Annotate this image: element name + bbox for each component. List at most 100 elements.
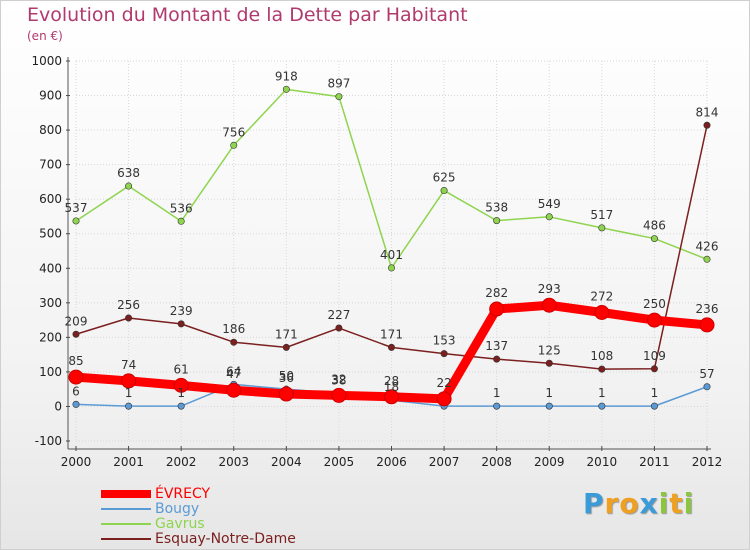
data-label: 64: [226, 364, 241, 378]
x-tick-label: 2012: [692, 455, 723, 469]
data-label: 171: [275, 327, 298, 341]
proxiti-logo: Proxiti: [583, 487, 694, 520]
data-point: [72, 217, 80, 225]
data-point: [545, 359, 553, 367]
data-point: [335, 324, 343, 332]
data-point: [125, 314, 133, 322]
data-point: [436, 391, 452, 407]
data-point: [598, 224, 606, 232]
data-label: 239: [170, 304, 193, 318]
data-label: 537: [65, 201, 88, 215]
logo-letter: t: [669, 487, 684, 520]
data-point: [72, 400, 80, 408]
data-point: [493, 217, 501, 225]
data-label: 1: [598, 386, 606, 400]
x-tick-label: 2007: [429, 455, 460, 469]
data-label: 625: [433, 171, 456, 185]
data-label: 32: [331, 372, 346, 386]
y-tick-label: 200: [39, 330, 62, 344]
logo-letter: x: [639, 487, 659, 520]
data-label: 426: [696, 239, 719, 253]
data-point: [545, 213, 553, 221]
x-tick-label: 2000: [61, 455, 92, 469]
data-label: 18: [384, 380, 399, 394]
data-label: 536: [170, 201, 193, 215]
data-label: 109: [643, 349, 666, 363]
data-label: 272: [590, 289, 613, 303]
x-tick-label: 2003: [218, 455, 249, 469]
data-point: [230, 141, 238, 149]
y-tick-label: 500: [39, 227, 62, 241]
data-point: [650, 402, 658, 410]
data-label: 85: [68, 354, 83, 368]
x-tick-label: 2006: [376, 455, 407, 469]
legend-swatch: [101, 508, 151, 510]
data-point: [282, 343, 290, 351]
data-label: 1: [651, 386, 659, 400]
data-point: [541, 297, 557, 313]
data-point: [545, 402, 553, 410]
data-label: 1: [493, 386, 501, 400]
data-label: 401: [380, 248, 403, 262]
y-tick-label: 0: [54, 399, 62, 413]
data-label: 1: [177, 386, 185, 400]
data-label: 153: [433, 334, 456, 348]
data-label: 47: [226, 367, 241, 381]
x-tick-label: 2001: [113, 455, 144, 469]
data-label: 38: [331, 373, 346, 387]
y-tick-label: 100: [39, 365, 62, 379]
data-label: 74: [121, 358, 136, 372]
y-tick-label: 800: [39, 123, 62, 137]
data-point: [440, 350, 448, 358]
legend-swatch: [101, 538, 151, 540]
y-tick-label: 300: [39, 296, 62, 310]
y-tick-label: 400: [39, 261, 62, 275]
legend-swatch: [101, 490, 151, 498]
data-point: [177, 402, 185, 410]
data-point: [226, 382, 242, 398]
logo-letter: r: [604, 487, 620, 520]
data-point: [121, 373, 137, 389]
data-label: 918: [275, 69, 298, 83]
data-label: 171: [380, 327, 403, 341]
data-label: 517: [590, 208, 613, 222]
data-point: [177, 217, 185, 225]
data-label: 57: [699, 367, 714, 381]
data-point: [650, 365, 658, 373]
data-point: [278, 386, 294, 402]
data-label: 814: [696, 105, 719, 119]
x-tick-label: 2011: [639, 455, 670, 469]
data-point: [598, 402, 606, 410]
data-label: 125: [538, 343, 561, 357]
x-tick-label: 2008: [481, 455, 512, 469]
data-point: [68, 369, 84, 385]
data-point: [440, 187, 448, 195]
data-point: [173, 377, 189, 393]
legend-label: Bougy: [155, 501, 200, 517]
x-tick-label: 2002: [166, 455, 197, 469]
data-label: 137: [485, 339, 508, 353]
data-point: [387, 343, 395, 351]
logo-letter: P: [583, 487, 605, 520]
data-point: [177, 320, 185, 328]
data-label: 36: [279, 371, 294, 385]
data-label: 250: [643, 297, 666, 311]
x-tick-label: 2004: [271, 455, 302, 469]
chart-subtitle: (en €): [27, 29, 63, 43]
y-tick-label: 600: [39, 192, 62, 206]
data-point: [335, 93, 343, 101]
data-point: [125, 402, 133, 410]
data-point: [650, 235, 658, 243]
logo-letter: o: [619, 487, 640, 520]
data-point: [125, 182, 133, 190]
y-tick-label: 900: [39, 89, 62, 103]
data-point: [703, 121, 711, 129]
data-label: 549: [538, 197, 561, 211]
data-label: 486: [643, 219, 666, 233]
data-point: [703, 255, 711, 263]
data-label: 236: [696, 302, 719, 316]
legend-label: ÉVRECY: [155, 486, 211, 502]
